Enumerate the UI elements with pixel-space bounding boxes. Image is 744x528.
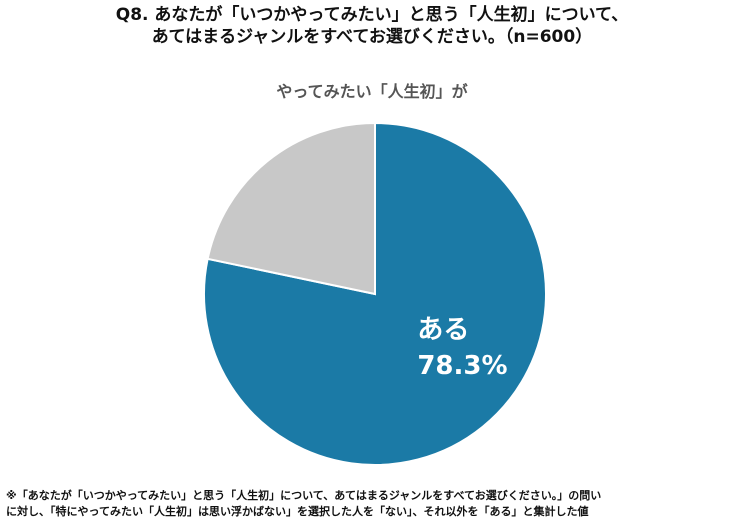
pie-subtitle: やってみたい「人生初」が (276, 82, 468, 101)
chart-title-block: Q8. あなたが「いつかやってみたい」と思う「人生初」について、 あてはまるジャ… (0, 4, 744, 48)
slice-label: ある (417, 315, 469, 345)
question-title-line2: あてはまるジャンルをすべてお選びください。（n=600） (151, 27, 593, 47)
pie-slice-2 (206, 121, 376, 296)
question-title-line1: Q8. あなたが「いつかやってみたい」と思う「人生初」について、 (115, 5, 629, 25)
footnote-line2: に対し、「特にやってみたい「人生初」は思い浮かばない」を選択した人を「ない」、そ… (6, 505, 589, 518)
footnote-line1: ※「あなたが「いつかやってみたい」と思う「人生初」について、あてはまるジャンルを… (6, 489, 602, 502)
footnote: ※「あなたが「いつかやってみたい」と思う「人生初」について、あてはまるジャンルを… (6, 488, 742, 520)
slice-value-label: 78.3% (417, 351, 507, 381)
